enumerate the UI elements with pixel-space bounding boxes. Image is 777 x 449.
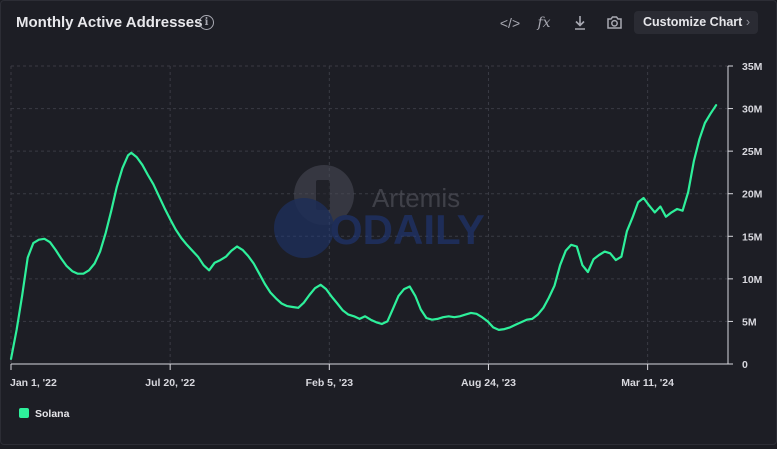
info-icon[interactable]: i	[199, 15, 214, 30]
watermark: Artemis ODAILY	[274, 165, 485, 258]
y-tick-label: 25M	[742, 146, 763, 158]
x-tick-label: Feb 5, '23	[306, 377, 354, 389]
watermark-odaily: ODAILY	[330, 206, 485, 253]
chart-header: Monthly Active Addresses i </> fx Custom…	[0, 0, 777, 48]
download-icon[interactable]	[569, 12, 591, 34]
customize-chart-button[interactable]: Customize Chart ›	[634, 11, 758, 34]
y-tick-label: 15M	[742, 231, 763, 243]
chart-grid	[10, 65, 728, 364]
x-tick-label: Jul 20, '22	[145, 377, 195, 389]
y-tick-label: 10M	[742, 274, 763, 286]
y-tick-label: 0	[742, 359, 748, 371]
chart-axes: 0 5M 10M 15M 20M 25M 30M 35M Jan 1, '22 Jul 20, '…	[10, 61, 763, 389]
chart-title: Monthly Active Addresses	[16, 14, 203, 31]
series-line-solana	[9, 104, 718, 360]
y-tick-label: 5M	[742, 316, 757, 328]
y-tick-label: 35M	[742, 61, 763, 73]
x-tick-label: Jan 1, '22	[10, 377, 57, 389]
x-tick-label: Mar 11, '24	[621, 377, 674, 389]
y-tick-label: 30M	[742, 104, 763, 116]
embed-icon[interactable]: </>	[499, 15, 521, 31]
camera-icon[interactable]	[603, 12, 625, 34]
formula-icon[interactable]: fx	[537, 15, 551, 31]
chart-legend[interactable]: Solana	[19, 408, 69, 420]
watermark-artemis: Artemis	[372, 183, 460, 213]
chevron-right-icon: ›	[745, 15, 750, 29]
y-tick-label: 20M	[742, 189, 763, 201]
x-tick-label: Aug 24, '23	[461, 377, 516, 389]
customize-chart-label: Customize Chart	[643, 15, 743, 29]
odaily-logo-icon	[274, 198, 334, 258]
legend-swatch	[19, 408, 29, 418]
legend-label: Solana	[35, 408, 70, 420]
